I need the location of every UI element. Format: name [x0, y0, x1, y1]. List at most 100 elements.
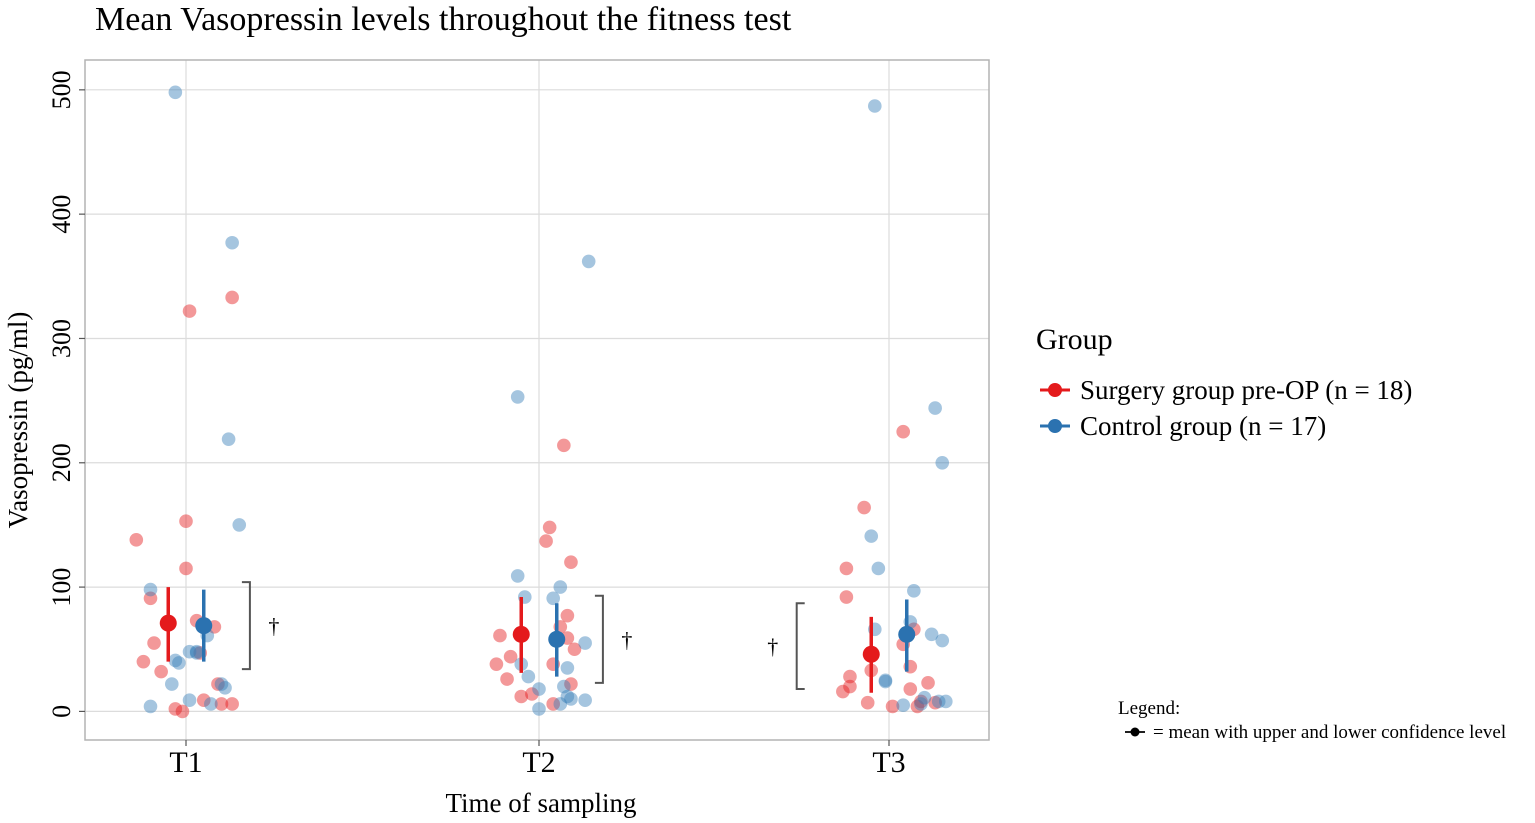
data-point [168, 653, 183, 668]
y-axis-label: Vasopressin (pg/ml) [3, 312, 33, 529]
y-tick-label: 400 [47, 195, 76, 234]
data-point [147, 636, 161, 650]
y-tick-label: 200 [47, 443, 76, 482]
data-point [218, 680, 232, 695]
data-point [493, 628, 507, 643]
data-point [521, 669, 536, 684]
note-title: Legend: [1118, 698, 1180, 719]
x-tick-label: T3 [872, 746, 905, 779]
data-point [928, 695, 942, 710]
data-point [564, 692, 578, 706]
legend-items: Surgery group pre-OP (n = 18) Control gro… [1040, 375, 1412, 441]
data-point [860, 695, 875, 710]
data-point [896, 698, 910, 712]
data-point [839, 561, 854, 576]
data-point [914, 694, 928, 709]
mean-ci-markers [159, 587, 916, 693]
x-axis-label: Time of sampling [445, 788, 636, 818]
data-point [129, 533, 144, 547]
data-point [578, 636, 592, 650]
data-point [557, 438, 571, 453]
data-point [154, 664, 168, 679]
legend-label: Surgery group pre-OP (n = 18) [1080, 375, 1412, 405]
legend-label: Control group (n = 17) [1080, 411, 1326, 441]
data-point [553, 580, 568, 594]
significance-bracket [594, 594, 604, 684]
data-point [939, 694, 953, 709]
data-point [868, 99, 882, 113]
data-point [560, 689, 575, 704]
data-point [143, 582, 158, 597]
y-tick-label: 0 [47, 705, 76, 718]
data-point [542, 520, 557, 535]
data-point [514, 689, 529, 704]
data-point [546, 591, 560, 606]
data-point [896, 424, 910, 439]
data-point [885, 699, 900, 714]
data-point [546, 697, 560, 711]
mean-point [862, 645, 880, 663]
data-point [924, 627, 939, 642]
data-point [917, 690, 932, 705]
data-point [196, 693, 211, 708]
data-point [221, 432, 236, 446]
x-axis: T1 T2 T3 [169, 740, 906, 779]
data-point [903, 682, 918, 696]
data-point [182, 644, 197, 659]
gridlines [85, 60, 989, 740]
significance-dagger: † [767, 634, 778, 659]
mean-point [512, 625, 530, 643]
data-point [931, 694, 946, 709]
data-point [175, 704, 190, 719]
legend-dot-icon [1048, 383, 1062, 397]
data-point [510, 390, 525, 404]
data-point [578, 693, 592, 708]
data-point [532, 702, 546, 716]
y-axis: 0 100 200 300 400 500 [47, 70, 85, 718]
mean-point [159, 614, 177, 632]
y-tick-label: 100 [47, 568, 76, 607]
significance-dagger: † [621, 627, 632, 652]
y-tick-label: 500 [47, 70, 76, 109]
data-point [189, 644, 204, 659]
data-point [525, 687, 539, 701]
data-point [928, 401, 942, 415]
data-point [557, 679, 571, 694]
data-point [581, 254, 596, 269]
mean-point [898, 625, 916, 643]
data-point [165, 677, 179, 691]
data-point [214, 677, 229, 691]
significance-dagger: † [268, 614, 279, 639]
data-point [214, 697, 229, 711]
data-point [836, 684, 850, 699]
data-point [225, 235, 239, 250]
significance-brackets: † † † [241, 581, 805, 691]
data-point [839, 590, 854, 604]
significance-bracket [241, 581, 251, 671]
legend-dot-icon [1048, 419, 1062, 433]
data-point [532, 682, 546, 696]
data-points [129, 85, 953, 719]
data-point [225, 697, 239, 711]
note-text: = mean with upper and lower confidence l… [1153, 722, 1506, 743]
significance-bracket [795, 602, 805, 691]
data-point [168, 85, 183, 100]
data-point [843, 669, 857, 684]
data-point [878, 674, 893, 689]
data-point [179, 514, 193, 529]
data-point [878, 673, 893, 688]
data-point [179, 561, 193, 576]
data-point [935, 633, 950, 648]
data-point [232, 518, 247, 532]
data-point [189, 646, 204, 660]
data-point [907, 584, 921, 598]
plot-panel-border [84, 59, 990, 741]
data-point [204, 697, 218, 711]
data-point [564, 677, 578, 691]
data-point [564, 555, 578, 570]
data-point [914, 697, 928, 711]
x-tick-label: T1 [169, 746, 202, 779]
data-point [136, 654, 151, 669]
data-point [864, 529, 879, 543]
